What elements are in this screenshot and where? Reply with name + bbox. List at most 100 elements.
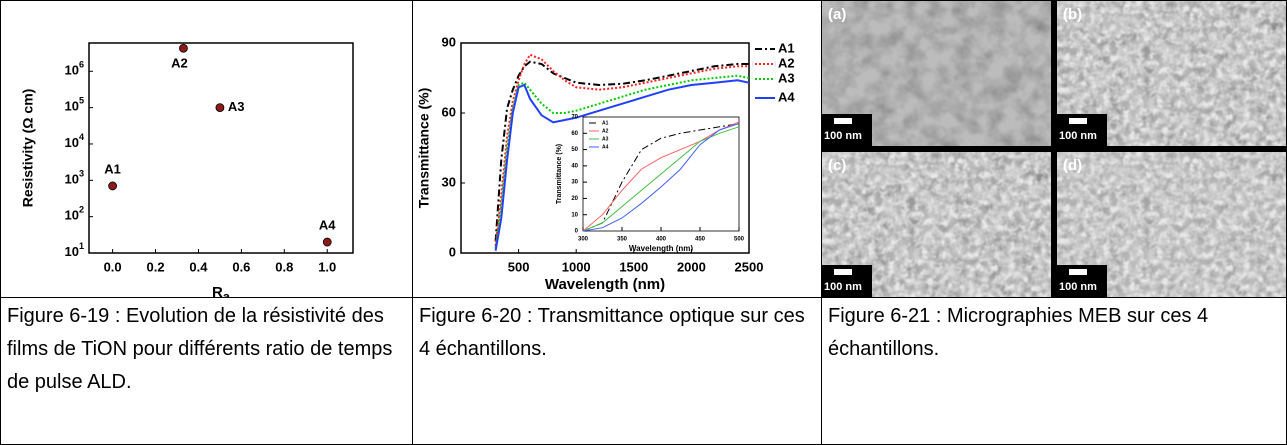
scale-label: 100 nm bbox=[824, 281, 862, 293]
micrograph-panel: (b) 100 nm bbox=[1057, 1, 1286, 146]
y-tick-exponent: 3 bbox=[79, 169, 84, 179]
series-line bbox=[582, 123, 740, 232]
panel-label: (a) bbox=[828, 6, 846, 23]
series-line bbox=[582, 121, 740, 232]
y-axis-label: Transmittance (%) bbox=[416, 88, 432, 209]
legend-label: A1 bbox=[602, 120, 609, 126]
y-tick-label: 106 bbox=[64, 60, 84, 78]
y-tick-label: 105 bbox=[64, 96, 84, 114]
legend-label: A4 bbox=[778, 89, 795, 104]
figure-cell: (a) 100 nm (b) 100 nm (c) 100 nm (d) 100 nm bbox=[821, 0, 1287, 298]
micrograph-panel: (d) 100 nm bbox=[1057, 152, 1286, 297]
legend-label: A2 bbox=[778, 55, 795, 70]
panel-label: (c) bbox=[828, 157, 846, 174]
point-label: A2 bbox=[171, 56, 188, 71]
x-tick-label: 1500 bbox=[619, 259, 648, 274]
y-tick-base: 10 bbox=[64, 208, 78, 223]
x-tick-label: 2500 bbox=[735, 259, 764, 274]
data-point bbox=[215, 103, 225, 113]
x-axis-label: Wavelength (nm) bbox=[545, 276, 665, 293]
legend-label: A3 bbox=[602, 136, 609, 142]
caption: Figure 6-20 : Transmittance optique sur … bbox=[412, 297, 822, 445]
y-tick-label: 10 bbox=[571, 212, 578, 218]
y-tick-label: 70 bbox=[571, 115, 578, 121]
y-tick-exponent: 2 bbox=[79, 205, 84, 215]
x-tick-label: 0.8 bbox=[275, 259, 293, 274]
point-label: A4 bbox=[319, 217, 336, 232]
legend-label: A4 bbox=[602, 144, 609, 150]
x-tick-label: 500 bbox=[508, 259, 530, 274]
x-tick-label: 500 bbox=[734, 237, 745, 243]
scale-bar bbox=[1069, 118, 1087, 124]
scale-label: 100 nm bbox=[1059, 130, 1097, 142]
series-line bbox=[494, 53, 749, 247]
y-tick-label: 103 bbox=[64, 169, 84, 187]
plot-frame bbox=[460, 42, 750, 254]
y-tick-exponent: 1 bbox=[79, 241, 84, 251]
x-tick-label: 400 bbox=[656, 237, 667, 243]
y-tick-exponent: 5 bbox=[79, 96, 84, 106]
micrograph-panel: (a) 100 nm bbox=[822, 1, 1051, 146]
legend-label: A1 bbox=[778, 40, 795, 55]
x-tick-label: 300 bbox=[578, 237, 589, 243]
y-tick-label: 30 bbox=[571, 180, 578, 186]
y-tick-label: 0 bbox=[575, 229, 579, 235]
series-line bbox=[582, 123, 740, 232]
y-tick-base: 10 bbox=[64, 172, 78, 187]
x-tick-label: 350 bbox=[617, 237, 628, 243]
x-tick-label: 0.4 bbox=[189, 259, 208, 274]
data-point bbox=[108, 181, 118, 191]
scale-bar bbox=[834, 118, 852, 124]
data-point bbox=[322, 237, 332, 247]
x-axis-label: Ra bbox=[212, 284, 231, 297]
series-line bbox=[494, 60, 749, 242]
legend-label: A2 bbox=[602, 128, 609, 134]
series-line bbox=[494, 79, 750, 251]
series-line bbox=[582, 126, 740, 232]
x-axis-label: Wavelength (nm) bbox=[629, 244, 693, 253]
x-tick-label: 1.0 bbox=[318, 259, 336, 274]
y-tick-label: 104 bbox=[64, 132, 84, 150]
x-axis-label-text: Wavelength (nm) bbox=[545, 276, 665, 293]
y-tick-label: 101 bbox=[64, 241, 84, 259]
transmittance-chart: 500 1000 1500 2000 2500 0 30 60 90 Transmittance … bbox=[416, 34, 796, 293]
scale-bar bbox=[1069, 269, 1087, 275]
data-point bbox=[179, 43, 188, 53]
x-tick-label: 450 bbox=[695, 237, 706, 243]
y-tick-exponent: 6 bbox=[79, 60, 84, 70]
figure-cell: 500 1000 1500 2000 2500 0 30 60 90 Transmittance … bbox=[412, 0, 822, 298]
legend-label: A3 bbox=[778, 70, 795, 85]
plot-frame bbox=[88, 42, 354, 254]
scale-label: 100 nm bbox=[1059, 281, 1097, 293]
point-label: A1 bbox=[104, 161, 121, 176]
micrograph-panel: (c) 100 nm bbox=[822, 152, 1051, 297]
y-tick-label: 50 bbox=[571, 147, 578, 153]
panel-label: (b) bbox=[1063, 6, 1082, 23]
x-tick-label: 0.2 bbox=[146, 259, 164, 274]
x-tick-label: 2000 bbox=[677, 259, 706, 274]
panel-label: (d) bbox=[1063, 157, 1082, 174]
series-line bbox=[494, 74, 750, 249]
figure-cell: 0.0 0.2 0.4 0.6 0.8 1.0 101 102 103 104 105 106 Resi… bbox=[0, 0, 413, 304]
x-axis-label-text: Wavelength (nm) bbox=[629, 244, 693, 253]
x-axis-label-text: R bbox=[212, 284, 223, 297]
y-tick-base: 10 bbox=[64, 135, 78, 150]
y-tick-label: 90 bbox=[442, 34, 456, 49]
micrographs: (a) 100 nm (b) 100 nm (c) 100 nm (d) 100 nm bbox=[822, 1, 1286, 297]
scale-bar bbox=[834, 269, 852, 275]
y-axis-label: Transmittance (%) bbox=[556, 144, 563, 204]
y-tick-base: 10 bbox=[64, 99, 78, 114]
y-tick-label: 60 bbox=[571, 131, 578, 137]
x-tick-label: 1000 bbox=[562, 259, 591, 274]
y-tick-label: 102 bbox=[64, 205, 84, 223]
x-tick-label: 0.0 bbox=[104, 259, 122, 274]
y-tick-label: 40 bbox=[571, 163, 578, 169]
y-tick-exponent: 4 bbox=[79, 132, 85, 142]
y-tick-label: 30 bbox=[442, 174, 456, 189]
y-axis-label: Resistivity (Ω cm) bbox=[20, 89, 36, 208]
scale-label: 100 nm bbox=[824, 130, 862, 142]
y-tick-base: 10 bbox=[64, 244, 78, 259]
resistivity-chart: 0.0 0.2 0.4 0.6 0.8 1.0101102103104105106Resi… bbox=[20, 42, 354, 304]
x-tick-label: 0.6 bbox=[232, 259, 250, 274]
